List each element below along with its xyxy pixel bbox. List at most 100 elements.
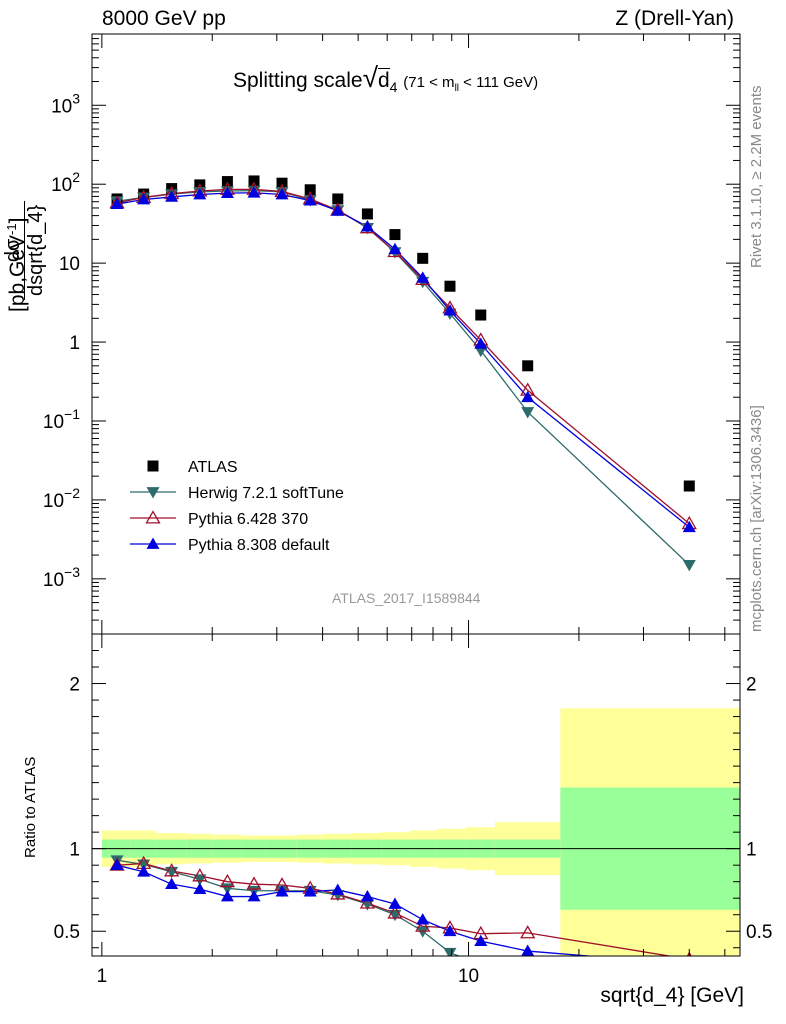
x-tick-label: 1 xyxy=(97,966,108,987)
ratio-y-tick-label-left: 2 xyxy=(69,675,80,696)
ratio-y-tick-label-right: 2 xyxy=(746,675,757,696)
ratio-point xyxy=(192,868,208,882)
legend-marker xyxy=(146,537,160,549)
data-point xyxy=(683,480,695,492)
data-point xyxy=(444,280,456,292)
ratio-point xyxy=(415,918,431,932)
title-cut-sub: ll xyxy=(454,83,460,94)
ratio-point xyxy=(443,924,457,937)
data-point xyxy=(360,220,374,232)
ratio-point xyxy=(359,895,376,909)
legend-label: Herwig 7.2.1 softTune xyxy=(188,485,344,502)
data-point xyxy=(304,184,316,196)
y-tick-label: 10−2 xyxy=(43,485,80,512)
series-line-1 xyxy=(116,189,690,566)
data-point xyxy=(248,175,260,187)
ratio-point xyxy=(275,885,289,897)
x-axis-label: sqrt{d_4} [GeV] xyxy=(600,984,744,1007)
ratio-point xyxy=(247,890,261,902)
ratio-uncertainty-bands xyxy=(92,708,740,956)
y-tick-label: 1 xyxy=(69,333,80,354)
plot-title-text: Splitting scale xyxy=(233,69,363,92)
data-point xyxy=(110,197,124,209)
analysis-watermark: ATLAS_2017_I1589844 xyxy=(332,590,481,606)
legend: ATLAS Herwig 7.2.1 softTune Pythia 6.428 3… xyxy=(130,459,344,554)
ratio-point xyxy=(443,947,457,956)
axis-ticks xyxy=(92,33,740,956)
ratio-point xyxy=(219,873,236,888)
ratio-markers xyxy=(109,855,696,979)
title-mass-cut: (71 < mll < 111 GeV) xyxy=(403,74,539,94)
ratio-point xyxy=(137,865,151,877)
series-line-3 xyxy=(116,192,690,528)
header-process-label: Z (Drell-Yan) xyxy=(615,7,734,30)
series-line-2 xyxy=(116,188,690,525)
header-energy-label: 8000 GeV pp xyxy=(102,7,226,30)
ratio-point xyxy=(416,913,430,925)
main-curves xyxy=(116,188,690,566)
ratio-y-axis-label: Ratio to ATLAS xyxy=(22,756,39,858)
data-point xyxy=(193,188,207,200)
ratio-y-tick-label-right: 0.5 xyxy=(746,922,772,943)
plot-title: Splitting scale√d4 (71 < mll < 111 GeV) xyxy=(233,62,538,95)
y-label-denominator: dsqrt{d_4} xyxy=(25,204,47,296)
ratio-point xyxy=(360,890,374,902)
legend-marker xyxy=(146,487,160,499)
ratio-point xyxy=(520,925,536,939)
y-tick-label: 10−1 xyxy=(43,406,80,433)
legend-label: ATLAS xyxy=(188,459,238,476)
ratio-line-3 xyxy=(116,864,597,956)
data-point xyxy=(682,560,696,572)
ratio-point xyxy=(331,883,345,895)
data-point xyxy=(275,188,289,200)
sqrt-symbol: √ xyxy=(362,62,378,93)
data-point xyxy=(521,407,535,419)
data-point xyxy=(416,271,430,283)
ratio-point xyxy=(521,944,535,956)
data-point xyxy=(522,360,534,372)
ratio-point xyxy=(474,934,488,947)
data-point xyxy=(417,252,429,264)
data-point xyxy=(166,183,178,195)
mcplots-reference-label: mcplots.cern.ch [arXiv:1306.3436] xyxy=(748,405,765,632)
legend-label: Pythia 8.308 default xyxy=(188,537,330,554)
data-point xyxy=(361,208,373,220)
data-point xyxy=(475,309,487,321)
title-cut-end: < 111 GeV) xyxy=(459,74,539,91)
data-point xyxy=(137,193,151,205)
data-point xyxy=(521,390,535,403)
data-point xyxy=(389,229,401,241)
ratio-point xyxy=(683,958,696,969)
title-variable-sub: 4 xyxy=(389,79,398,96)
data-point xyxy=(443,304,457,316)
legend-marker xyxy=(147,460,159,472)
data-point xyxy=(682,520,696,533)
ratio-point xyxy=(193,882,207,894)
ratio-y-tick-label-left: 1 xyxy=(69,840,80,861)
ratio-point xyxy=(416,926,430,938)
x-tick-label: 10 xyxy=(458,966,479,987)
ratio-curves xyxy=(116,859,674,956)
ratio-line-1 xyxy=(116,859,461,956)
legend-label: Pythia 6.428 370 xyxy=(188,511,308,528)
y-tick-label: 10−3 xyxy=(43,564,80,591)
ratio-y-tick-label-right: 1 xyxy=(746,840,757,861)
data-point xyxy=(165,190,179,202)
title-cut-text: (71 < m xyxy=(403,74,455,91)
data-point xyxy=(276,177,288,189)
ratio-point xyxy=(165,877,179,890)
y-label-numerator: dσ xyxy=(2,200,25,300)
data-point xyxy=(220,186,234,199)
title-variable: d xyxy=(377,68,390,92)
data-point xyxy=(388,242,402,255)
ratio-point xyxy=(220,890,234,902)
ratio-point xyxy=(387,905,403,919)
data-point xyxy=(474,337,488,349)
axis-tick-labels: 1 10 10−3 10−2 10−1 1 10 102 103 0.5 0.5 1 1 2 2 xyxy=(43,90,773,987)
ratio-point xyxy=(246,876,262,890)
ratio-point xyxy=(521,968,534,979)
data-point xyxy=(247,186,261,198)
ratio-point xyxy=(193,874,207,886)
y-tick-label: 10 xyxy=(59,254,80,275)
data-point xyxy=(303,194,317,206)
